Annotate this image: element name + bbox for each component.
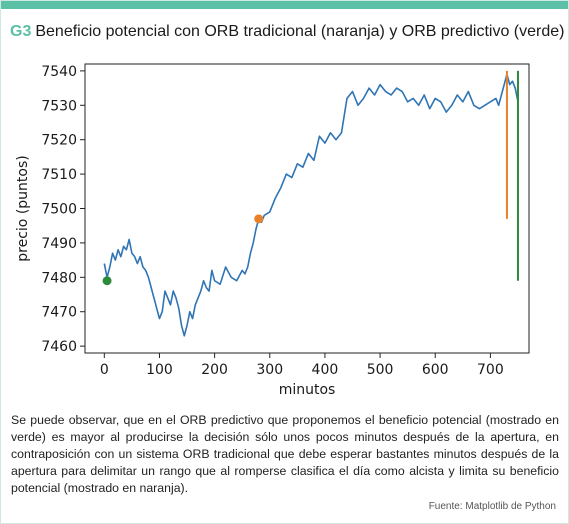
x-tick-label: 600 [422,362,449,378]
figure-title-text: Beneficio potencial con ORB tradicional … [35,23,565,40]
y-tick-label: 7540 [41,64,77,80]
x-tick-label: 500 [367,362,394,378]
x-tick-label: 100 [146,362,173,378]
x-tick-label: 700 [477,362,504,378]
figure-title: G3 Beneficio potencial con ORB tradiciona… [10,23,564,41]
green-entry-point [102,276,112,286]
accent-bar [1,1,568,9]
y-tick-label: 7510 [41,167,77,183]
orange-entry-point [254,214,264,224]
x-tick-label: 200 [201,362,228,378]
y-axis-label: precio (puntos) [15,155,31,261]
y-tick-label: 7490 [41,236,77,252]
x-tick-label: 400 [312,362,339,378]
y-tick-label: 7520 [41,133,77,149]
figure-tag: G3 [10,23,32,40]
figure-caption: Se puede observar, que en el ORB predict… [11,413,559,495]
plot-frame [84,63,530,354]
y-tick-label: 7480 [41,270,77,286]
y-tick-label: 7460 [41,339,77,355]
x-tick-label: 300 [256,362,283,378]
figure-source: Fuente: Matplotlib de Python [428,501,556,512]
price-chart: 0 100 200 300 400 500 600 700 7460 7470 7480 7490 75… [15,63,530,398]
y-tick-label: 7530 [41,98,77,114]
x-tick-label: 0 [100,362,109,378]
price-line [103,73,519,337]
y-tick-label: 7470 [41,305,77,321]
y-tick-label: 7500 [41,202,77,218]
x-axis-label: minutos [279,382,336,398]
